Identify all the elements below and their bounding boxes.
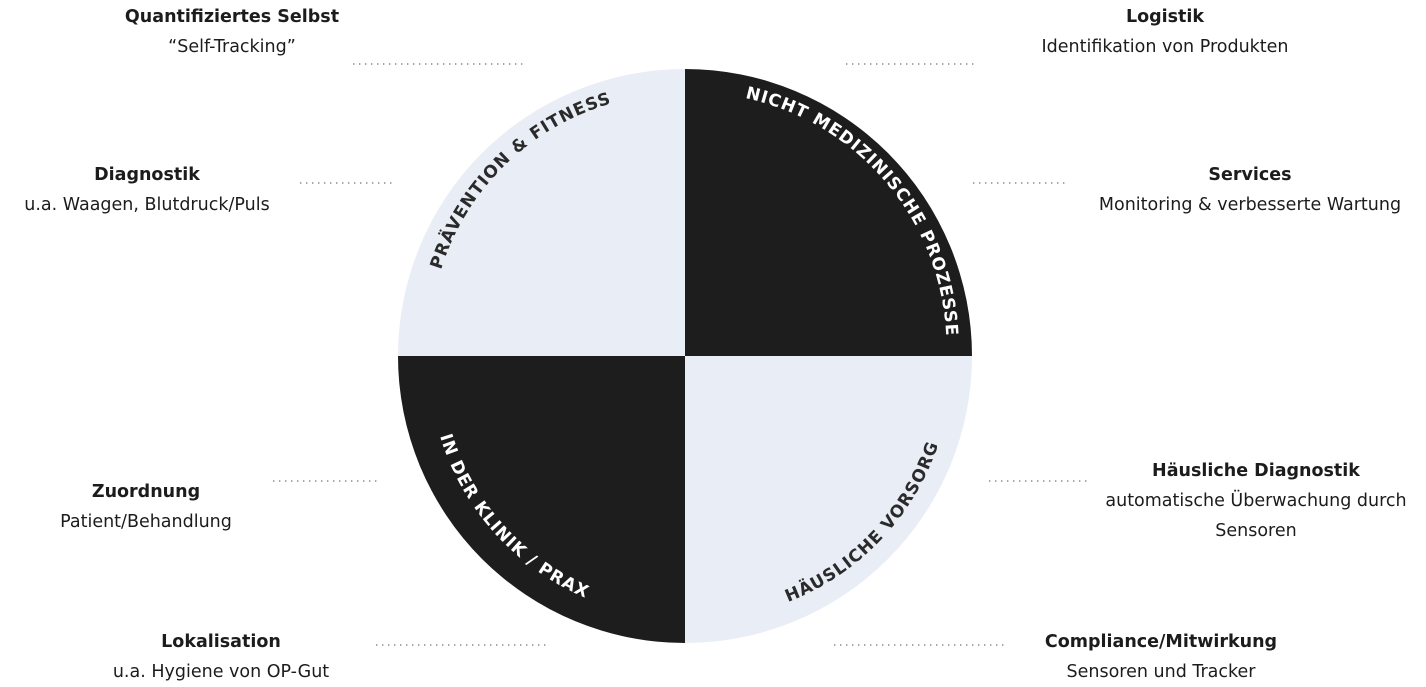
annotation-desc: Sensoren und Tracker: [1066, 662, 1256, 682]
quadrant-bottom-right: [685, 356, 972, 643]
annotation-desc: Monitoring & verbesserte Wartung: [1098, 195, 1402, 215]
annotation-title: Compliance/Mitwirkung: [1044, 632, 1278, 652]
annotation-title: Quantifiziertes Selbst: [124, 7, 340, 27]
annotation-lokalisation: Lokalisation u.a. Hygiene von OP-Gut: [82, 627, 360, 687]
annotation-title: Services: [1208, 165, 1292, 185]
annotation-title: Lokalisation: [161, 632, 281, 652]
annotation-title: Logistik: [1125, 7, 1205, 27]
annotation-title: Diagnostik: [94, 165, 200, 185]
annotation-zuordnung: Zuordnung Patient/Behandlung: [30, 477, 262, 537]
annotation-desc: u.a. Waagen, Blutdruck/Puls: [24, 195, 270, 215]
quadrant-bottom-left: [398, 356, 685, 643]
annotation-desc: Patient/Behandlung: [60, 512, 232, 532]
annotation-logistik: Logistik Identifikation von Produkten: [1020, 2, 1310, 62]
annotation-desc: Identifikation von Produkten: [1041, 37, 1289, 57]
annotation-desc: “Self-Tracking”: [168, 37, 296, 57]
annotation-diagnostik: Diagnostik u.a. Waagen, Blutdruck/Puls: [0, 160, 294, 220]
annotation-services: Services Monitoring & verbesserte Wartun…: [1076, 160, 1424, 220]
annotation-desc: u.a. Hygiene von OP-Gut: [112, 662, 330, 682]
annotation-haeusliche-diagnostik: Häusliche Diagnostik automatische Überwa…: [1086, 456, 1426, 546]
annotation-title: Häusliche Diagnostik: [1152, 461, 1360, 481]
quadrant-top-left: [398, 69, 685, 356]
annotation-quantifiziertes: Quantifiziertes Selbst “Self-Tracking”: [92, 2, 372, 62]
quadrant-top-right: [685, 69, 972, 356]
annotation-title: Zuordnung: [91, 482, 201, 502]
annotation-compliance: Compliance/Mitwirkung Sensoren und Track…: [1030, 627, 1292, 687]
annotation-desc: automatische Überwachung durch Sensoren: [1105, 491, 1407, 541]
